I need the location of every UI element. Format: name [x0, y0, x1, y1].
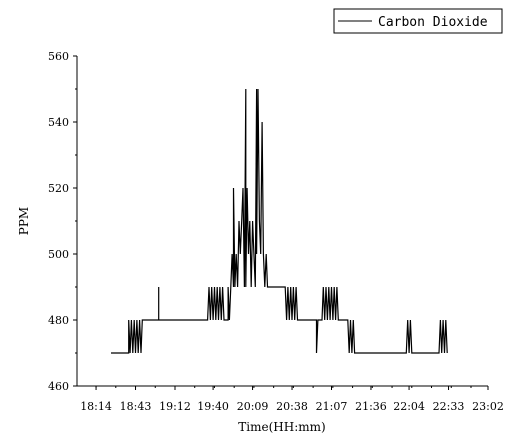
- y-ticks: 460 480 500 520 540 560: [48, 50, 77, 393]
- x-tick-label: 20:09: [237, 400, 269, 413]
- x-axis-title: Time(HH:mm): [238, 420, 325, 434]
- x-tick-label: 18:14: [80, 400, 112, 413]
- y-tick-label: 480: [48, 314, 69, 327]
- y-tick-label: 460: [48, 380, 69, 393]
- x-tick-label: 22:04: [393, 400, 425, 413]
- series-line: [111, 88, 448, 354]
- x-tick-label: 21:07: [316, 400, 348, 413]
- legend-label: Carbon Dioxide: [378, 15, 488, 30]
- x-ticks: 18:14 18:43 19:12 19:40 20:09 20:38 21:07 21:36…: [80, 386, 504, 413]
- x-tick-label: 21:36: [355, 400, 387, 413]
- x-tick-label: 23:02: [472, 400, 504, 413]
- y-tick-label: 560: [48, 50, 69, 63]
- y-tick-label: 520: [48, 182, 69, 195]
- x-tick-label: 19:40: [197, 400, 229, 413]
- x-tick-label: 22:33: [433, 400, 465, 413]
- x-tick-label: 18:43: [120, 400, 152, 413]
- y-axis-title: PPM: [17, 207, 31, 235]
- y-tick-label: 500: [48, 248, 69, 261]
- y-tick-label: 540: [48, 116, 69, 129]
- plot-area: [111, 88, 448, 354]
- x-tick-label: 19:12: [159, 400, 191, 413]
- legend: Carbon Dioxide: [333, 8, 503, 34]
- x-tick-label: 20:38: [276, 400, 308, 413]
